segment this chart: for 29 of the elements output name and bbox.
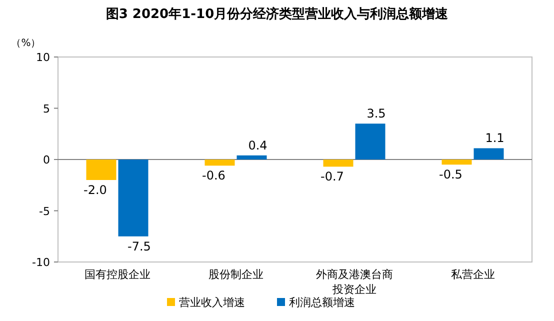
bar bbox=[355, 124, 386, 160]
chart-title: 图3 2020年1-10月份分经济类型营业收入与利润总额增速 bbox=[106, 6, 450, 22]
data-label: 1.1 bbox=[485, 131, 504, 146]
y-tick-label: 10 bbox=[36, 51, 50, 64]
bar bbox=[86, 160, 116, 180]
bar bbox=[442, 160, 472, 165]
x-tick-label: 国有控股企业 bbox=[84, 268, 150, 281]
x-tick-label: 股份制企业 bbox=[208, 268, 264, 281]
bar bbox=[236, 155, 267, 160]
bar bbox=[204, 160, 235, 166]
y-tick-label: 0 bbox=[43, 154, 50, 166]
data-label: -0.6 bbox=[202, 168, 226, 183]
y-tick-label: 5 bbox=[43, 102, 50, 116]
data-label: -7.5 bbox=[128, 239, 151, 254]
data-label: -2.0 bbox=[84, 183, 107, 197]
bar bbox=[118, 160, 148, 236]
bar bbox=[474, 148, 504, 160]
legend-label: 利润总额增速 bbox=[289, 296, 355, 309]
y-axis-title: （%） bbox=[11, 38, 41, 49]
data-label: 3.5 bbox=[366, 106, 386, 121]
x-tick-label: 私营企业 bbox=[450, 268, 495, 281]
y-tick-label: -5 bbox=[39, 204, 50, 218]
data-label: 0.4 bbox=[248, 138, 268, 152]
x-tick-label: 外商及港澳台商投资企业 bbox=[316, 268, 393, 296]
data-label: -0.5 bbox=[439, 168, 462, 182]
data-label: -0.7 bbox=[320, 170, 344, 184]
y-tick-label: -10 bbox=[32, 256, 50, 269]
bar bbox=[323, 160, 354, 167]
legend-label: 营业收入增速 bbox=[179, 296, 245, 309]
